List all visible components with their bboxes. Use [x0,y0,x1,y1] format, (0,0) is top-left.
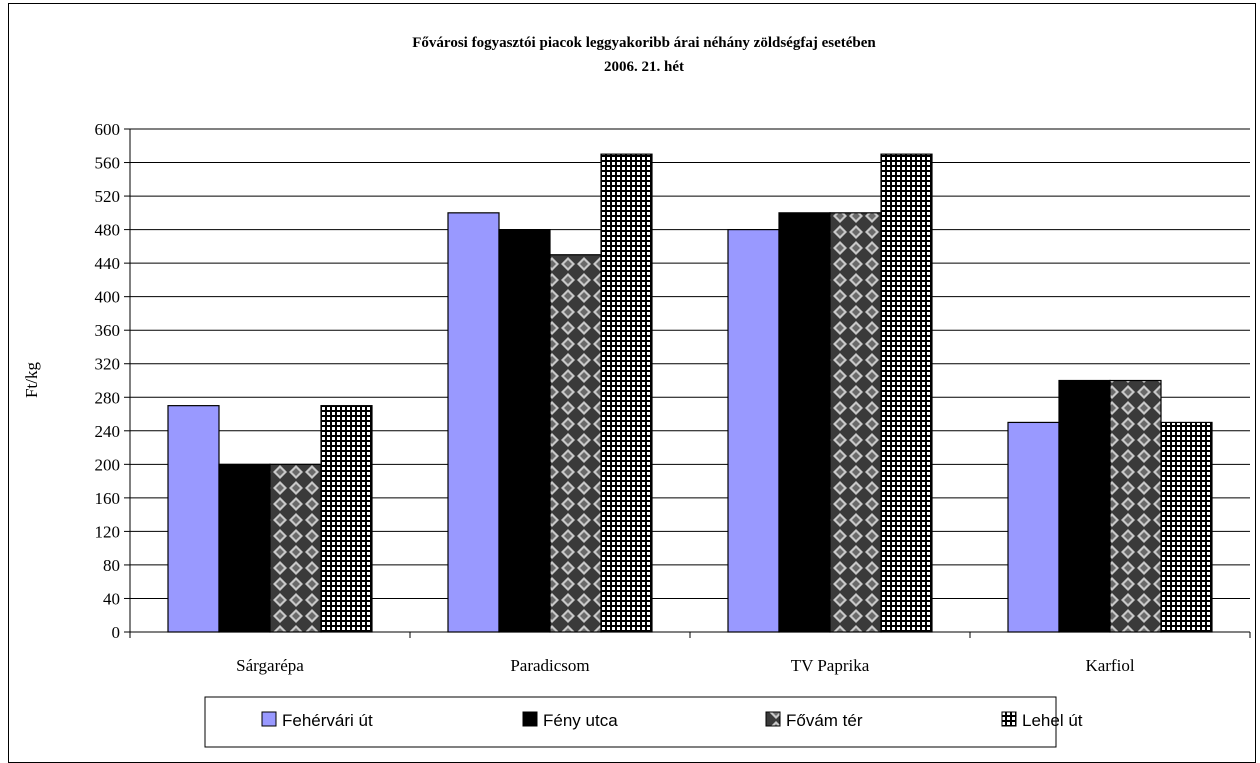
x-tick-label: TV Paprika [791,656,870,675]
x-tick-label: Karfiol [1085,656,1134,675]
y-axis-ticks: 0 40 80 120 160 200 240 280 320 360 400 440 480 520 56… [95,120,130,642]
chart-subtitle: 2006. 21. hét [604,59,684,75]
y-tick-label: 600 [95,120,121,139]
y-tick-label: 360 [95,321,121,340]
y-tick-label: 440 [95,254,121,273]
legend: Fehérvári út Fény utca Fővám tér Lehel út [204,696,1083,748]
y-tick-label: 120 [95,522,121,541]
legend-box [204,696,1057,748]
bars [167,153,1213,633]
x-tick-label: Paradicsom [510,656,589,675]
y-tick-label: 400 [95,288,121,307]
y-tick-label: 480 [95,221,121,240]
bar [778,212,831,633]
bar [549,254,602,633]
legend-swatch [1001,711,1017,727]
y-tick-label: 40 [103,589,120,608]
bar [1058,379,1111,633]
chart-title: Fővárosi fogyasztói piacok leggyakoribb … [412,35,876,51]
bar [320,405,373,633]
legend-label: Fővám tér [786,711,863,730]
bar [167,405,220,633]
bar [447,212,500,633]
y-tick-label: 280 [95,388,121,407]
legend-label: Fény utca [543,711,618,730]
bar [269,463,322,633]
legend-swatch [765,711,781,727]
bar [1007,421,1060,633]
y-tick-label: 200 [95,455,121,474]
y-axis-label: Ft/kg [22,362,41,398]
y-tick-label: 320 [95,355,121,374]
bar [600,153,653,633]
bar [498,229,551,633]
bar [880,153,933,633]
legend-label: Fehérvári út [282,711,373,730]
bar [1109,379,1162,633]
x-tick-label: Sárgarépa [236,656,304,675]
legend-swatch [522,711,538,727]
y-tick-label: 240 [95,422,121,441]
legend-swatch [261,711,277,727]
y-tick-label: 0 [112,623,121,642]
y-tick-label: 560 [95,154,121,173]
x-axis-ticks: Sárgarépa Paradicsom TV Paprika Karfiol [129,632,1251,675]
y-tick-label: 520 [95,187,121,206]
legend-label: Lehel út [1022,711,1083,730]
y-tick-label: 160 [95,489,121,508]
bar [727,229,780,633]
y-tick-label: 80 [103,556,120,575]
bar [1160,421,1213,633]
bar [218,463,271,633]
bar [829,212,882,633]
